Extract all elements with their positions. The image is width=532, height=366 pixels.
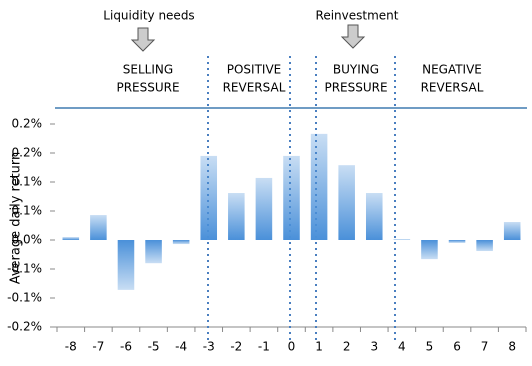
x-tick-label: -2 bbox=[230, 340, 242, 354]
bar bbox=[283, 155, 300, 240]
x-tick-label: -3 bbox=[203, 340, 215, 354]
bar bbox=[255, 177, 273, 240]
annotation: Reinvestment bbox=[316, 9, 399, 23]
section-label: PRESSURE bbox=[324, 81, 387, 95]
bar bbox=[338, 165, 355, 240]
bar bbox=[365, 193, 383, 240]
x-tick-label: 0 bbox=[288, 340, 296, 354]
section-label: REVERSAL bbox=[421, 81, 484, 95]
y-tick-label: 0.2% bbox=[12, 146, 43, 160]
bar bbox=[117, 240, 135, 290]
bar bbox=[310, 133, 328, 240]
x-tick-label: 1 bbox=[315, 340, 323, 354]
y-tick-label: 0.1% bbox=[12, 204, 43, 218]
x-tick-label: 4 bbox=[398, 340, 406, 354]
y-tick-label: 0.1% bbox=[12, 175, 43, 189]
x-tick-label: -5 bbox=[148, 340, 160, 354]
x-tick-label: -7 bbox=[92, 340, 104, 354]
y-tick-label: -0.1% bbox=[7, 291, 42, 305]
x-tick-label: 8 bbox=[508, 340, 516, 354]
x-tick-label: -1 bbox=[258, 340, 270, 354]
section-label: BUYING bbox=[333, 63, 379, 77]
x-tick-label: 5 bbox=[426, 340, 434, 354]
bar bbox=[421, 240, 438, 260]
bar bbox=[476, 240, 493, 252]
bar bbox=[145, 240, 162, 264]
bar bbox=[172, 240, 190, 245]
y-tick-label: 0.0% bbox=[12, 233, 43, 247]
arrow bbox=[130, 27, 156, 52]
y-axis-label: Average daily return bbox=[9, 152, 24, 285]
y-tick-label: -0.2% bbox=[7, 320, 42, 334]
y-tick-label: 0.2% bbox=[12, 117, 43, 131]
x-tick-label: -6 bbox=[120, 340, 132, 354]
bar bbox=[503, 222, 521, 240]
annotation: Liquidity needs bbox=[103, 9, 194, 23]
y-tick-label: -0.1% bbox=[7, 262, 42, 276]
bar bbox=[448, 240, 466, 243]
section-label: NEGATIVE bbox=[422, 63, 482, 77]
section-label: POSITIVE bbox=[227, 63, 282, 77]
x-tick-label: 3 bbox=[370, 340, 378, 354]
x-tick-label: 6 bbox=[453, 340, 461, 354]
bar bbox=[200, 155, 218, 240]
bar bbox=[90, 215, 107, 240]
x-tick-label: 7 bbox=[481, 340, 489, 354]
section-label: PRESSURE bbox=[116, 81, 179, 95]
arrow bbox=[340, 24, 366, 49]
bar bbox=[228, 193, 245, 240]
x-tick-label: -8 bbox=[65, 340, 77, 354]
section-label: SELLING bbox=[123, 63, 173, 77]
bar bbox=[62, 237, 80, 240]
x-tick-label: -4 bbox=[175, 340, 187, 354]
section-label: REVERSAL bbox=[223, 81, 286, 95]
bar bbox=[393, 239, 411, 240]
x-tick-label: 2 bbox=[343, 340, 351, 354]
